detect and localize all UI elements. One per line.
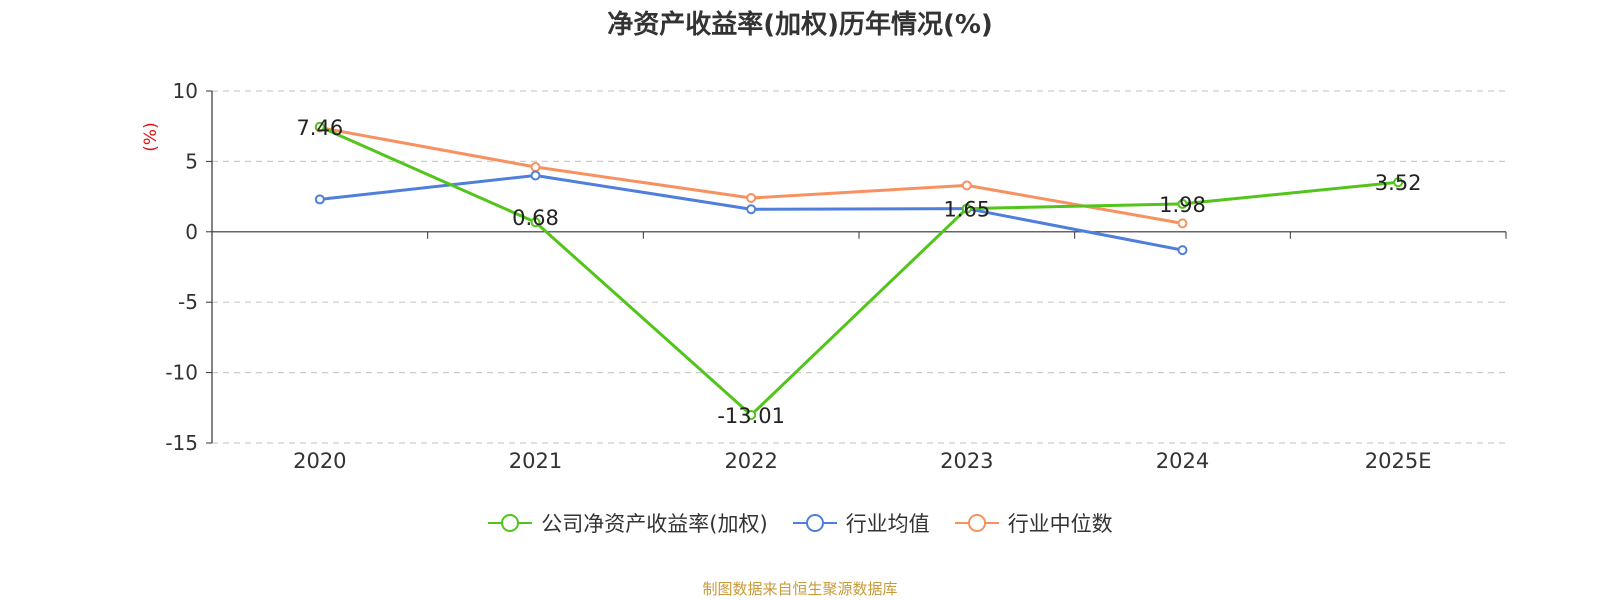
grid-lines: [212, 90, 1506, 444]
x-tick-label: 2024: [1156, 449, 1209, 473]
legend-item-industry-median[interactable]: 行业中位数: [954, 508, 1113, 538]
data-point-median[interactable]: [1177, 218, 1188, 229]
data-point-company[interactable]: [314, 121, 325, 132]
x-tick-label: 2020: [293, 449, 346, 473]
legend-item-company[interactable]: 公司净资产收益率(加权): [487, 508, 768, 538]
axes: 10 5 0 -5 -10 -15 2020 2021 2022 2023 2024 2025E: [165, 79, 1507, 473]
data-label: -13.01: [717, 404, 785, 428]
series-lines: [314, 121, 1404, 420]
y-tick-label: 10: [173, 79, 198, 103]
x-tick-label: 2023: [940, 449, 993, 473]
x-tick-label: 2022: [724, 449, 777, 473]
y-tick-label: -5: [178, 290, 198, 314]
data-point-avg[interactable]: [1177, 245, 1188, 256]
x-tick-label: 2025E: [1365, 449, 1432, 473]
data-point-company[interactable]: [746, 409, 757, 420]
y-tick-label: 5: [185, 149, 198, 173]
chart-title: 净资产收益率(加权)历年情况(%): [607, 10, 993, 40]
data-label: 1.65: [943, 198, 990, 222]
legend-median-icon: [954, 514, 999, 532]
data-point-company[interactable]: [530, 217, 541, 228]
legend-label-industry-median: 行业中位数: [1007, 512, 1113, 536]
y-tick-label: 0: [185, 220, 198, 244]
data-label: 1.98: [1159, 193, 1206, 217]
legend-item-industry-average[interactable]: 行业均值: [792, 508, 930, 538]
legend-company-icon: [488, 514, 533, 532]
data-point-company[interactable]: [1177, 198, 1188, 209]
data-labels: 7.46 0.68 -13.01 1.65 1.98 3.52: [296, 116, 1421, 428]
data-point-avg[interactable]: [530, 170, 541, 181]
y-tick-label: -10: [165, 361, 198, 385]
series-line-company: [319, 125, 1399, 417]
source-note: 制图数据来自恒生聚源数据库: [702, 580, 898, 598]
data-point-company[interactable]: [1393, 177, 1404, 188]
legend-label-industry-average: 行业均值: [845, 512, 930, 536]
legend: 公司净资产收益率(加权) 行业均值 行业中位数: [0, 508, 1600, 538]
x-tick-label: 2021: [509, 449, 562, 473]
data-point-median[interactable]: [530, 162, 541, 173]
data-point-avg[interactable]: [746, 204, 757, 215]
data-point-company[interactable]: [961, 203, 972, 214]
data-label: 0.68: [512, 206, 559, 230]
data-point-avg[interactable]: [314, 194, 325, 205]
data-point-median[interactable]: [961, 180, 972, 191]
data-label: 3.52: [1375, 171, 1422, 195]
legend-average-icon: [792, 514, 837, 532]
data-label: 7.46: [296, 116, 343, 140]
data-point-median[interactable]: [746, 193, 757, 204]
y-tick-label: -15: [165, 431, 198, 455]
y-axis-label: (%): [141, 122, 161, 151]
legend-label-company: 公司净资产收益率(加权): [541, 512, 768, 536]
